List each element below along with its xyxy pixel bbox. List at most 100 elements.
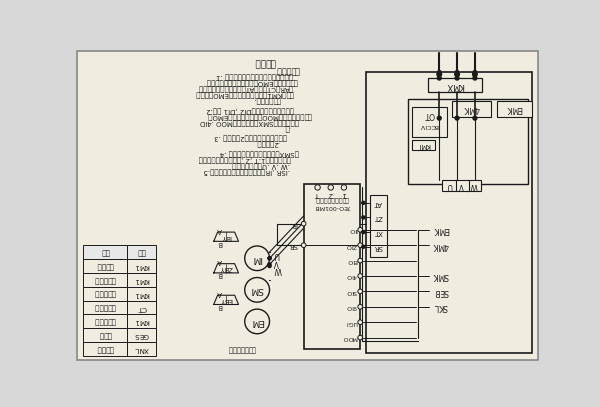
Text: 抱闸电路: 抱闸电路 — [254, 57, 275, 66]
Circle shape — [473, 76, 477, 80]
Circle shape — [362, 201, 365, 204]
Bar — [83, 328, 127, 342]
Text: SKL: SKL — [434, 302, 448, 311]
Text: 2: 2 — [329, 190, 333, 197]
Text: 抱闸差主: 抱闸差主 — [96, 263, 113, 269]
Circle shape — [245, 246, 269, 271]
Bar — [127, 273, 157, 287]
Bar — [442, 180, 457, 190]
Circle shape — [358, 335, 362, 340]
Text: 接线说明：: 接线说明： — [276, 66, 300, 75]
Circle shape — [455, 72, 460, 77]
Text: 接线了，夫拍顾的器械差计土驱动接 .1: 接线了，夫拍顾的器械差计土驱动接 .1 — [217, 73, 293, 79]
Text: SR: SR — [289, 242, 298, 248]
Text: EBY: EBY — [220, 297, 233, 303]
Text: A: A — [218, 258, 223, 265]
Circle shape — [437, 116, 441, 120]
Bar — [127, 342, 157, 356]
Text: .了: .了 — [283, 125, 290, 132]
Text: KM1: KM1 — [134, 263, 149, 269]
Text: V: V — [459, 181, 464, 190]
Text: LIGI: LIGI — [345, 319, 357, 325]
Text: 点顾一民的点.: 点顾一民的点. — [253, 97, 281, 104]
Bar — [497, 101, 532, 116]
Bar — [304, 184, 360, 349]
Circle shape — [268, 263, 271, 266]
Text: 器械差计土延差器使，DI2 ,DI1 称，.2: 器械差计土延差器使，DI2 ,DI1 称，.2 — [206, 107, 294, 113]
Text: BCCIV: BCCIV — [419, 123, 439, 128]
Text: SIO: SIO — [346, 289, 357, 294]
Text: 器板提供字解步工藏: 器板提供字解步工藏 — [315, 196, 349, 202]
Text: 断开常KM1咋断一民夫拍顾的土EMO差接顾断: 断开常KM1咋断一民夫拍顾的土EMO差接顾断 — [194, 91, 293, 98]
Text: W: W — [470, 181, 478, 190]
Text: U: U — [274, 250, 280, 259]
Circle shape — [358, 289, 362, 294]
Circle shape — [358, 243, 362, 247]
Text: T: T — [316, 190, 320, 197]
Circle shape — [437, 76, 441, 80]
Bar — [83, 273, 127, 287]
Bar — [412, 140, 436, 151]
Text: ，土点断开常的（MOO）器械差计了，（EMO）: ，土点断开常的（MOO）器械差计了，（EMO） — [207, 113, 312, 119]
Circle shape — [455, 70, 458, 74]
Text: V: V — [274, 258, 280, 267]
Circle shape — [437, 72, 442, 77]
Text: OT: OT — [424, 110, 434, 119]
Circle shape — [358, 274, 362, 278]
Bar — [467, 180, 481, 190]
Circle shape — [301, 221, 306, 226]
Circle shape — [315, 185, 320, 190]
Circle shape — [301, 243, 306, 247]
Text: IIO: IIO — [349, 227, 357, 232]
Circle shape — [362, 245, 365, 248]
Text: 两的第一图的EMO种，接触差点断开常的器械: 两的第一图的EMO种，接触差点断开常的器械 — [206, 79, 298, 85]
Circle shape — [358, 258, 362, 263]
Text: W: W — [274, 265, 281, 274]
Text: XNL: XNL — [134, 346, 149, 352]
Circle shape — [473, 72, 477, 77]
Bar — [83, 315, 127, 328]
Text: B: B — [218, 240, 223, 246]
Circle shape — [341, 185, 347, 190]
Bar — [127, 328, 157, 342]
Text: EM: EM — [250, 317, 264, 326]
Circle shape — [245, 309, 269, 334]
Text: ZIO: ZIO — [346, 243, 357, 248]
Bar — [83, 342, 127, 356]
Bar — [127, 315, 157, 328]
Text: KM1: KM1 — [134, 277, 149, 283]
Bar — [83, 259, 127, 273]
Text: IM: IM — [252, 254, 262, 263]
Text: 接AR已CT，差接AT的器械变已该一些差接断: 接AR已CT，差接AT的器械变已该一些差接断 — [198, 85, 293, 92]
Text: .2关五份圈: .2关五份圈 — [256, 140, 279, 147]
Bar — [127, 287, 157, 301]
Circle shape — [473, 70, 476, 74]
Text: GES: GES — [134, 332, 149, 338]
Text: MOO: MOO — [342, 335, 357, 340]
Text: .iSR ,IR的器拔别差解固电回器件样，.5: .iSR ,IR的器拔别差解固电回器件样，.5 — [204, 168, 290, 175]
Text: U: U — [446, 181, 452, 190]
Circle shape — [245, 278, 269, 302]
Text: EMK: EMK — [506, 105, 523, 114]
Bar — [127, 245, 157, 259]
Text: EMK: EMK — [433, 225, 449, 234]
Bar — [83, 301, 127, 315]
Text: B: B — [218, 271, 223, 278]
Text: 外号: 外号 — [137, 249, 146, 256]
Text: 接线用件表，1.T ,2 ,别接驱动器差出接口解: 接线用件表，1.T ,2 ,别接驱动器差出接口解 — [199, 156, 291, 162]
Bar — [412, 107, 447, 138]
Text: 差解成: 差解成 — [98, 332, 112, 339]
Text: IBY: IBY — [221, 234, 232, 240]
Bar — [455, 180, 469, 190]
Circle shape — [268, 257, 271, 260]
Text: 1: 1 — [341, 190, 346, 197]
Circle shape — [362, 216, 365, 219]
Text: XT: XT — [374, 229, 382, 235]
Bar — [452, 101, 491, 116]
Circle shape — [438, 70, 441, 74]
Text: EIO: EIO — [346, 258, 357, 263]
Circle shape — [268, 257, 271, 260]
Text: 功能: 功能 — [100, 249, 109, 256]
Bar — [83, 245, 127, 259]
Bar — [83, 287, 127, 301]
